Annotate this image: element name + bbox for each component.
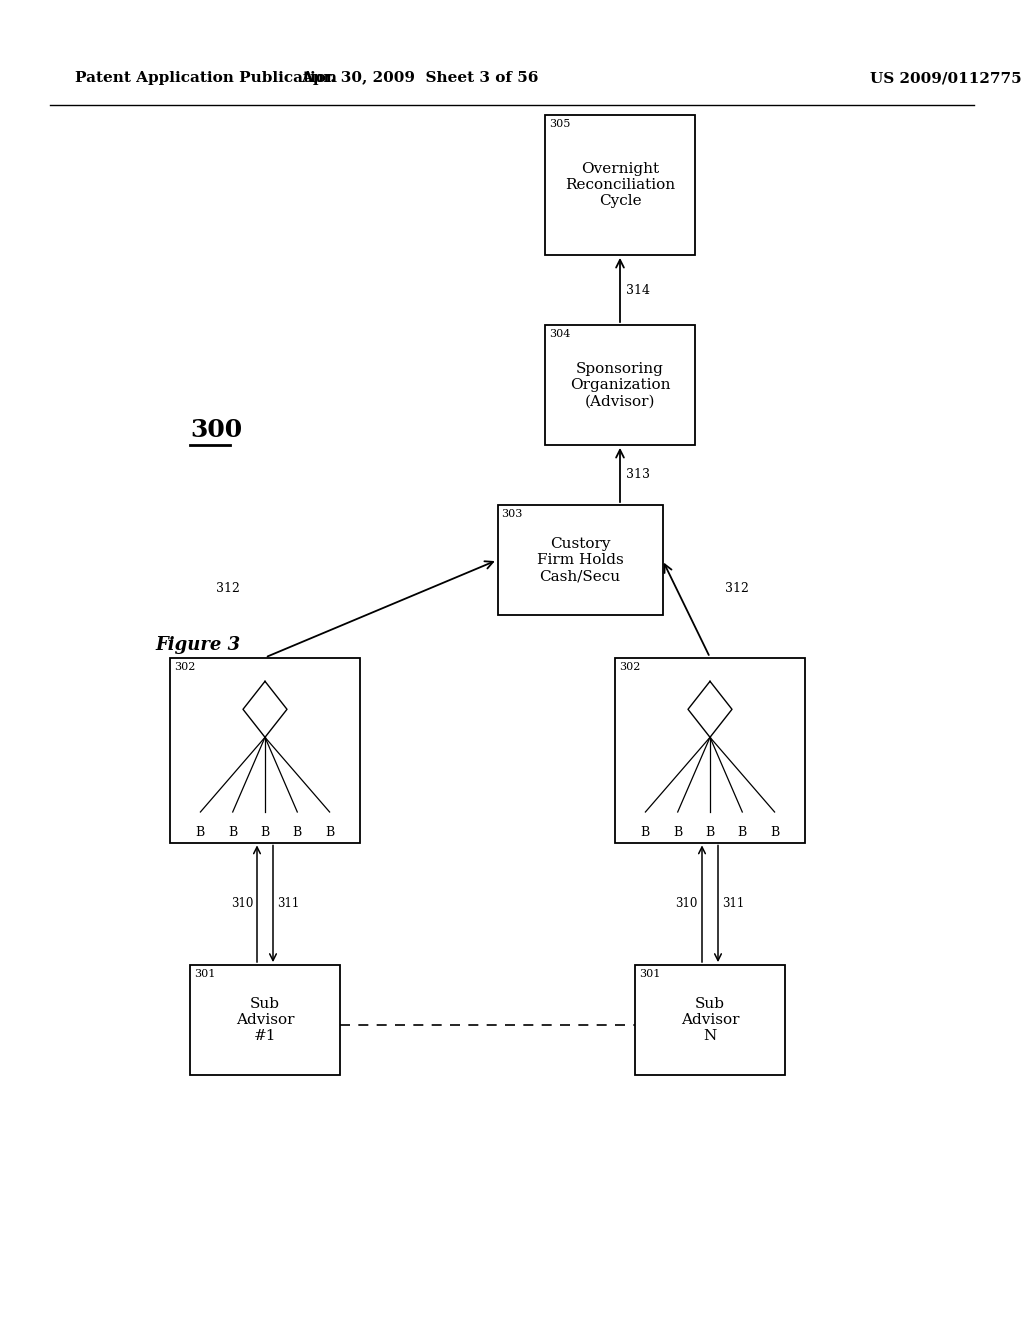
Text: B: B [770,826,779,840]
Bar [498,506,663,615]
Bar [170,657,360,842]
Text: B: B [196,826,205,840]
Text: Apr. 30, 2009  Sheet 3 of 56: Apr. 30, 2009 Sheet 3 of 56 [301,71,539,84]
Text: B: B [260,826,269,840]
Text: 300: 300 [190,418,242,442]
Text: 301: 301 [194,969,215,979]
Text: 313: 313 [626,469,650,482]
Text: Sub
Advisor
N: Sub Advisor N [681,997,739,1043]
Text: 304: 304 [549,329,570,339]
Text: 312: 312 [725,582,749,595]
Text: 311: 311 [722,898,744,911]
Bar [545,115,695,255]
Text: 301: 301 [639,969,660,979]
Text: 311: 311 [278,898,299,911]
Text: 310: 310 [230,898,253,911]
Bar [545,325,695,445]
Text: Custory
Firm Holds
Cash/Secu: Custory Firm Holds Cash/Secu [537,537,624,583]
Text: 314: 314 [626,284,650,297]
Text: Patent Application Publication: Patent Application Publication [75,71,337,84]
Text: B: B [737,826,746,840]
Text: 305: 305 [549,119,570,129]
Text: US 2009/0112775 A1: US 2009/0112775 A1 [870,71,1024,84]
Text: Sponsoring
Organization
(Advisor): Sponsoring Organization (Advisor) [569,362,671,408]
Text: B: B [673,826,682,840]
Text: B: B [641,826,650,840]
Text: 310: 310 [676,898,698,911]
Text: 302: 302 [174,661,196,672]
Text: B: B [293,826,302,840]
Text: 302: 302 [618,661,640,672]
Bar [190,965,340,1074]
Bar [615,657,805,842]
Bar [635,965,785,1074]
Text: B: B [228,826,238,840]
Text: B: B [325,826,334,840]
Text: 303: 303 [502,510,523,519]
Text: Figure 3: Figure 3 [155,636,240,653]
Text: 312: 312 [216,582,240,595]
Text: B: B [706,826,715,840]
Text: Overnight
Reconciliation
Cycle: Overnight Reconciliation Cycle [565,162,675,209]
Text: Sub
Advisor
#1: Sub Advisor #1 [236,997,294,1043]
